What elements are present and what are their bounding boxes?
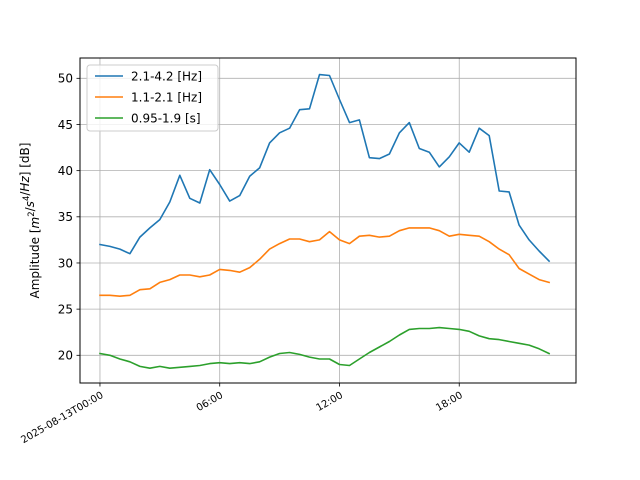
plot-frame	[79, 57, 577, 384]
legend-box	[86, 64, 219, 132]
y-axis-label-part: Hz	[18, 176, 32, 192]
legend-label-3: 0.95-1.9 [s]	[131, 111, 201, 125]
y-axis-label-part: 4	[22, 196, 32, 201]
y-tick-label: 40	[58, 164, 73, 178]
legend-label-1: 2.1-4.2 [Hz]	[131, 69, 202, 83]
series-line-2	[99, 227, 551, 298]
y-tick-label: 25	[58, 302, 73, 316]
y-tick-label: 50	[58, 72, 73, 86]
y-tick-label: 45	[58, 118, 73, 132]
series-line-1	[99, 73, 551, 263]
y-axis-label-part: s	[23, 201, 37, 207]
y-axis-label-part: /	[18, 191, 32, 196]
y-tick-label: 35	[58, 210, 73, 224]
legend: 2.1-4.2 [Hz] 1.1-2.1 [Hz] 0.95-1.9 [s]	[86, 64, 219, 132]
legend-label-2: 1.1-2.1 [Hz]	[131, 90, 202, 104]
y-tick-label: 20	[58, 349, 73, 363]
y-axis-label: Amplitude [m2/s4/Hz] [dB]	[18, 143, 42, 299]
y-tick-label: 30	[58, 256, 73, 270]
y-axis-label-part: m	[28, 217, 42, 229]
y-axis-label-part: ] [dB]	[18, 143, 32, 177]
series-line-3	[99, 326, 551, 370]
data-series	[99, 73, 551, 370]
y-axis-ticks: 20 25 30 35 40 45 50	[58, 72, 80, 363]
y-axis-label-part: Amplitude [	[28, 228, 42, 298]
y-axis-label-part: 2	[27, 211, 37, 216]
y-axis-label-part: /	[23, 206, 37, 211]
